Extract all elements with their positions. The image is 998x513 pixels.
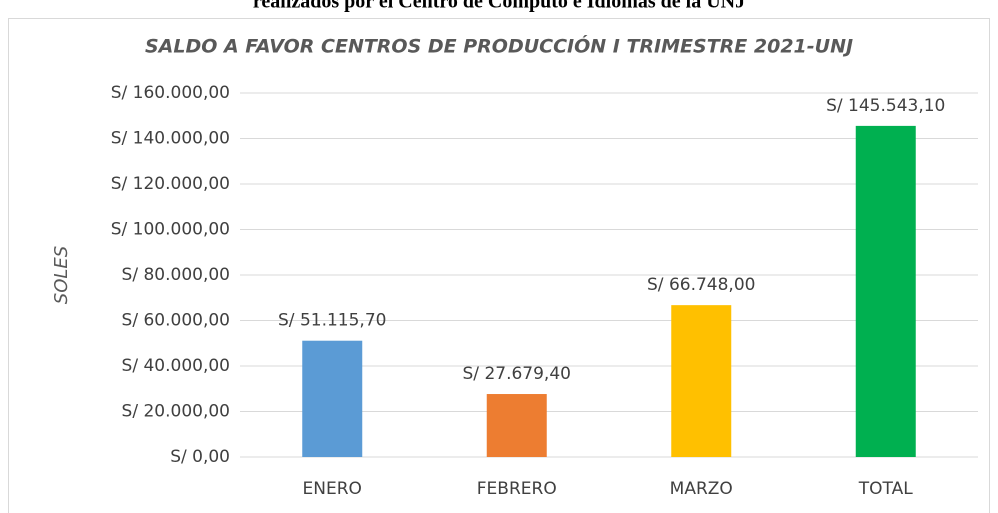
y-tick-label: S/ 0,00	[170, 447, 230, 467]
y-tick-label: S/ 140.000,00	[111, 129, 230, 149]
y-tick-label: S/ 100.000,00	[111, 220, 230, 240]
y-tick-label: S/ 80.000,00	[122, 265, 230, 285]
bar	[486, 394, 547, 457]
bar	[855, 125, 916, 457]
x-tick-label: MARZO	[670, 479, 733, 499]
x-tick-label: FEBRERO	[477, 479, 557, 499]
data-label: S/ 27.679,40	[463, 364, 571, 384]
y-tick-label: S/ 40.000,00	[122, 356, 230, 376]
caption: realizados por el Centro de Cómputo e Id…	[253, 0, 745, 13]
y-tick-label: S/ 20.000,00	[122, 402, 230, 422]
y-axis-label: SOLES	[51, 246, 72, 304]
y-tick-label: S/ 60.000,00	[122, 311, 230, 331]
chart-border	[8, 18, 990, 513]
data-label: S/ 51.115,70	[278, 311, 386, 331]
y-tick-label: S/ 120.000,00	[111, 174, 230, 194]
data-label: S/ 145.543,10	[826, 96, 945, 116]
bar	[302, 340, 363, 457]
x-tick-label: ENERO	[303, 479, 362, 499]
x-tick-label: TOTAL	[858, 479, 913, 499]
chart-title: SALDO A FAVOR CENTROS DE PRODUCCIÓN I TR…	[145, 34, 853, 58]
data-label: S/ 66.748,00	[647, 275, 755, 295]
bar	[671, 305, 732, 457]
y-tick-label: S/ 160.000,00	[111, 83, 230, 103]
